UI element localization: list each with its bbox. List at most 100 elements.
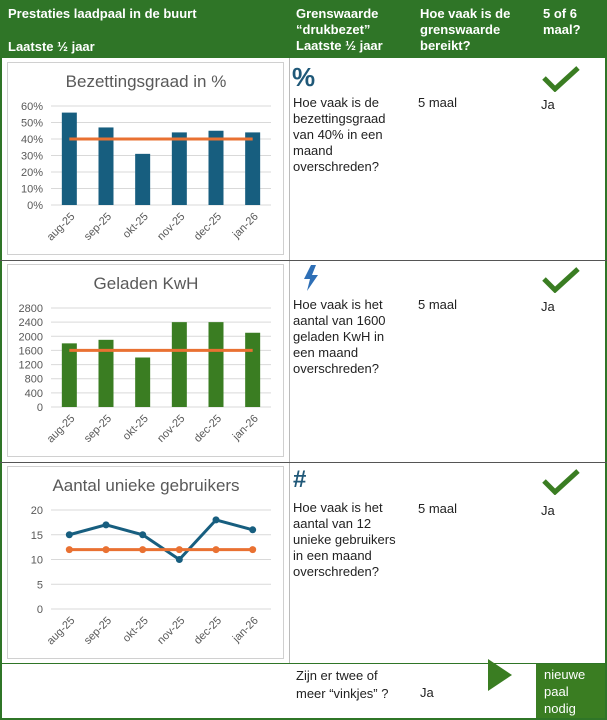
data-point bbox=[65, 531, 73, 539]
result-line: nodig bbox=[544, 701, 576, 716]
question-line: meer “vinkjes” ? bbox=[296, 686, 389, 701]
header-subtitle: Laatste ½ jaar bbox=[8, 39, 95, 54]
lightning-icon bbox=[304, 265, 318, 291]
row-answer: Ja bbox=[541, 299, 555, 314]
question-line: in een maand bbox=[293, 548, 372, 563]
bar bbox=[98, 339, 114, 407]
data-point bbox=[249, 526, 257, 534]
header-line: 5 of 6 bbox=[543, 6, 577, 21]
header-line: bereikt? bbox=[420, 38, 471, 53]
question-line: overschreden? bbox=[293, 564, 379, 579]
chart-occupancy: Bezettingsgraad in % 0% 10% 20% 30% 40% 50% 60%… bbox=[7, 62, 284, 255]
y-tick-label: 0 bbox=[37, 402, 43, 414]
checkmark-icon bbox=[542, 469, 580, 495]
bar bbox=[245, 132, 261, 205]
header-line: grenswaarde bbox=[420, 22, 501, 37]
divider bbox=[0, 462, 607, 463]
question-line: geladen KwH in bbox=[293, 329, 385, 344]
y-tick-label: 2400 bbox=[19, 317, 43, 329]
x-tick-label: aug-25 bbox=[45, 211, 78, 244]
question-line: overschreden? bbox=[293, 159, 379, 174]
y-tick-label: 800 bbox=[25, 374, 43, 386]
y-tick-label: 2800 bbox=[19, 303, 43, 315]
threshold-point bbox=[175, 546, 183, 554]
y-tick-label: 15 bbox=[31, 530, 43, 542]
divider bbox=[0, 718, 607, 720]
hash-icon: # bbox=[293, 466, 307, 493]
chart-title: Bezettingsgraad in % bbox=[66, 72, 227, 91]
question-line: unieke gebruikers bbox=[293, 532, 396, 547]
header-line: Hoe vaak is de bbox=[420, 6, 511, 21]
y-tick-label: 30% bbox=[21, 151, 43, 163]
bar bbox=[208, 130, 224, 205]
x-tick-label: sep-25 bbox=[82, 413, 114, 445]
data-point bbox=[212, 516, 220, 524]
question-line: van 40% in een bbox=[293, 127, 383, 142]
header-line: Grenswaarde bbox=[296, 6, 379, 21]
y-tick-label: 400 bbox=[25, 388, 43, 400]
data-point bbox=[102, 521, 110, 529]
x-tick-label: dec-25 bbox=[192, 413, 224, 445]
percent-icon: % bbox=[292, 62, 316, 92]
bar bbox=[171, 322, 187, 407]
header-title: Prestaties laadpaal in de buurt bbox=[8, 6, 197, 21]
question-line: overschreden? bbox=[293, 361, 379, 376]
y-tick-label: 10 bbox=[31, 555, 43, 567]
result-line: nieuwe bbox=[544, 667, 586, 682]
header-line: Laatste ½ jaar bbox=[296, 38, 383, 53]
y-tick-label: 1600 bbox=[19, 345, 43, 357]
x-tick-label: sep-25 bbox=[82, 615, 114, 647]
x-tick-label: nov-25 bbox=[155, 211, 187, 243]
row-question: Hoe vaak is het aantal van 12 unieke geb… bbox=[293, 500, 413, 580]
row-question: Hoe vaak is het aantal van 1600 geladen … bbox=[293, 297, 413, 377]
header-count: Hoe vaak is de grenswaarde bereikt? bbox=[420, 6, 510, 54]
footer-answer: Ja bbox=[420, 685, 434, 700]
chart-users: Aantal unieke gebruikers 0 5 10 15 20 aug-25 se… bbox=[7, 466, 284, 659]
y-tick-label: 0 bbox=[37, 604, 43, 616]
chart-title: Aantal unieke gebruikers bbox=[52, 476, 239, 495]
bar bbox=[61, 343, 77, 407]
result-badge: nieuwe paal nodig bbox=[536, 664, 605, 718]
question-line: Zijn er twee of bbox=[296, 668, 378, 683]
threshold-point bbox=[212, 546, 220, 554]
bar bbox=[61, 112, 77, 205]
bar bbox=[98, 127, 114, 205]
chart-title: Geladen KwH bbox=[94, 274, 199, 293]
y-tick-label: 10% bbox=[21, 184, 43, 196]
y-tick-label: 60% bbox=[21, 101, 43, 113]
bar bbox=[135, 357, 151, 407]
data-point bbox=[175, 556, 183, 563]
border bbox=[605, 58, 607, 720]
question-line: maand bbox=[293, 143, 333, 158]
question-line: Hoe vaak is de bbox=[293, 95, 379, 110]
header-threshold: Grenswaarde “drukbezet” Laatste ½ jaar bbox=[296, 6, 383, 54]
y-tick-label: 20% bbox=[21, 167, 43, 179]
question-line: een maand bbox=[293, 345, 359, 360]
series-line bbox=[68, 518, 254, 562]
divider bbox=[0, 260, 607, 261]
threshold-point bbox=[102, 546, 110, 554]
result-line: paal bbox=[544, 684, 569, 699]
row-question: Hoe vaak is de bezettingsgraad van 40% i… bbox=[293, 95, 413, 175]
y-tick-label: 20 bbox=[31, 505, 43, 517]
question-line: Hoe vaak is het bbox=[293, 297, 383, 312]
checkmark-icon bbox=[542, 66, 580, 92]
data-point bbox=[139, 531, 147, 539]
threshold-point bbox=[139, 546, 147, 554]
y-tick-label: 2000 bbox=[19, 331, 43, 343]
question-line: Hoe vaak is het bbox=[293, 500, 383, 515]
header-line: maal? bbox=[543, 22, 581, 37]
x-tick-label: nov-25 bbox=[155, 413, 187, 445]
x-tick-label: dec-25 bbox=[192, 211, 224, 243]
question-line: bezettingsgraad bbox=[293, 111, 386, 126]
bar bbox=[245, 332, 261, 407]
arrow-right-icon bbox=[488, 659, 512, 691]
x-tick-label: okt-25 bbox=[121, 413, 151, 443]
y-tick-label: 5 bbox=[37, 579, 43, 591]
question-line: aantal van 12 bbox=[293, 516, 372, 531]
chart-kwh: Geladen KwH 0 400 800 1200 1600 2000 2400 2800 au… bbox=[7, 264, 284, 457]
divider bbox=[289, 58, 290, 663]
bar bbox=[135, 153, 151, 205]
footer-question: Zijn er twee of meer “vinkjes” ? bbox=[296, 667, 416, 703]
bar bbox=[171, 132, 187, 205]
